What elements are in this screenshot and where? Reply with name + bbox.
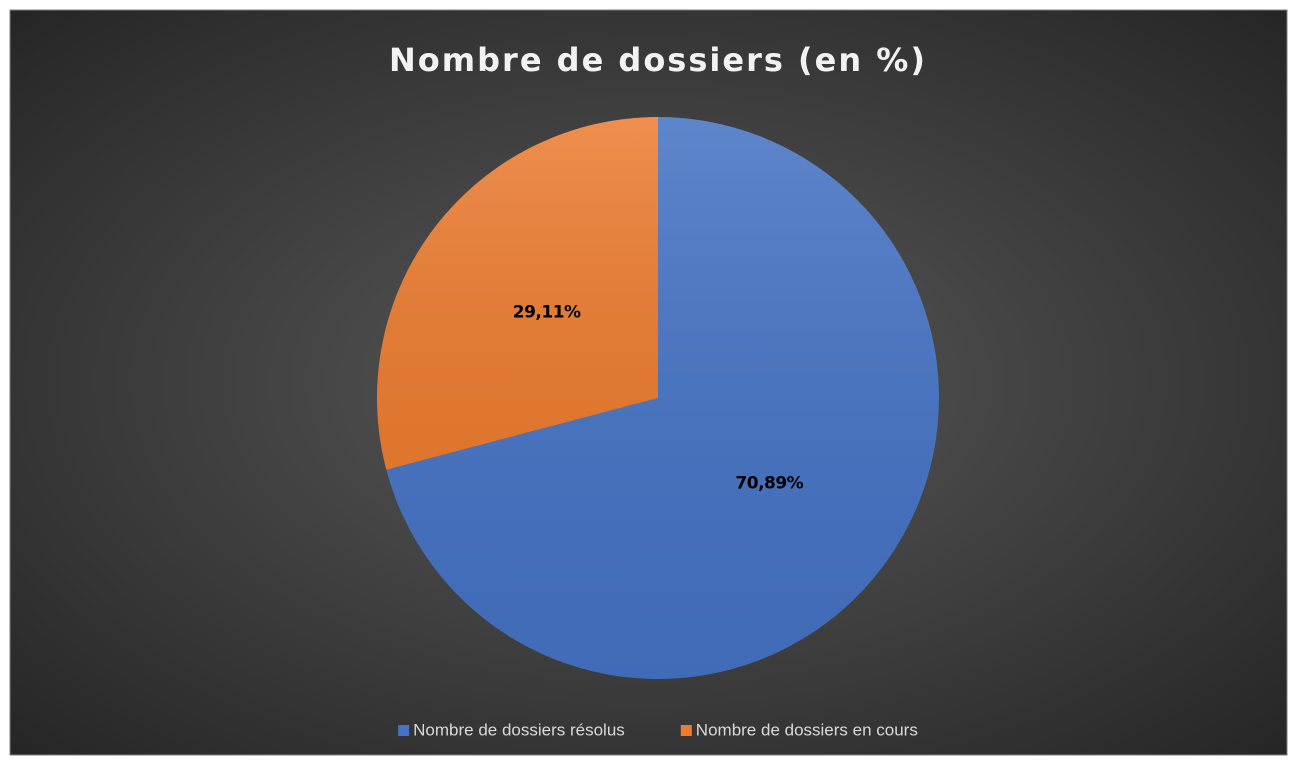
- slice-shade: [386, 117, 939, 679]
- legend-label: Nombre de dossiers en cours: [696, 720, 918, 739]
- legend-label: Nombre de dossiers résolus: [413, 720, 625, 739]
- legend: Nombre de dossiers résolus Nombre de doss…: [398, 720, 918, 739]
- data-label: 70,89%: [735, 474, 803, 494]
- pie: 70,89% 29,11%: [377, 117, 939, 679]
- chart-title: Nombre de dossiers (en %): [389, 41, 927, 79]
- legend-swatch: [398, 725, 410, 736]
- slice-shade: [377, 117, 658, 470]
- legend-swatch: [680, 725, 692, 736]
- data-label: 29,11%: [513, 302, 581, 322]
